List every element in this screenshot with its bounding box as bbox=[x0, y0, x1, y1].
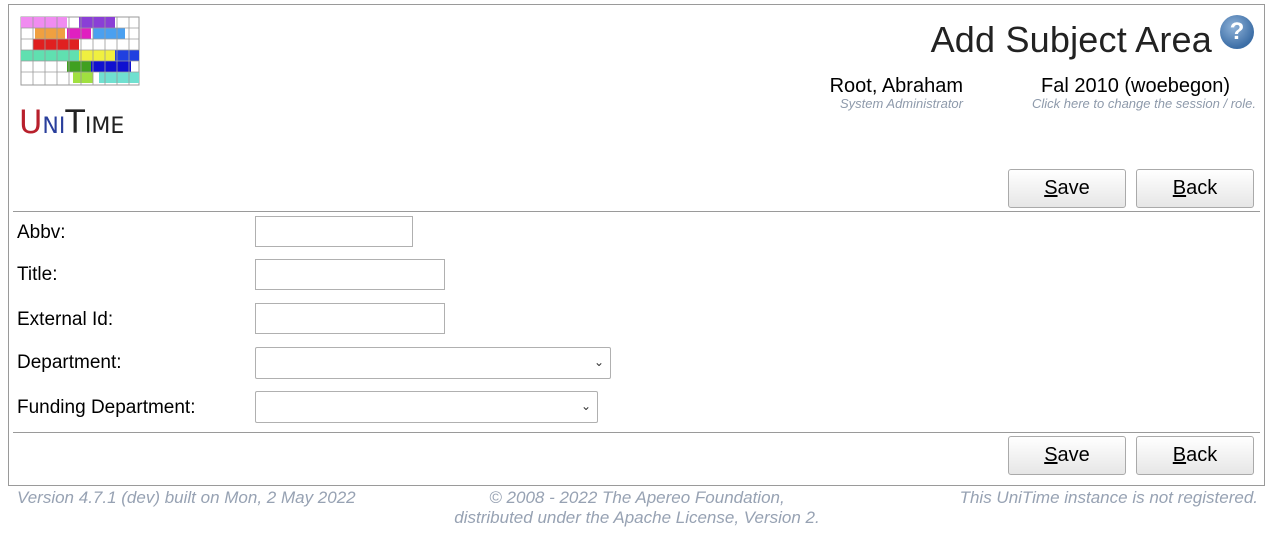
external-id-label: External Id: bbox=[17, 309, 114, 330]
logo-letters-ime: IME bbox=[84, 114, 125, 139]
back-label-rest: ack bbox=[1186, 444, 1218, 466]
user-name: Root, Abraham bbox=[829, 75, 963, 97]
user-block: Root, Abraham System Administrator bbox=[830, 75, 963, 111]
save-button-top[interactable]: Save bbox=[1008, 169, 1126, 208]
page-title: Add Subject Area bbox=[930, 19, 1212, 60]
logo-wordmark: UNITIME bbox=[19, 103, 149, 141]
back-label-mnemonic: B bbox=[1172, 444, 1187, 466]
save-button-bottom[interactable]: Save bbox=[1008, 436, 1126, 475]
logo-timetable-grid-icon bbox=[20, 16, 140, 86]
abbv-input[interactable] bbox=[255, 216, 413, 247]
logo-letter-u: U bbox=[19, 103, 43, 141]
department-label: Department: bbox=[17, 352, 122, 373]
back-button-top[interactable]: Back bbox=[1136, 169, 1254, 208]
divider-top bbox=[13, 211, 1260, 212]
title-input[interactable] bbox=[255, 259, 445, 290]
footer-version: Version 4.7.1 (dev) built on Mon, 2 May … bbox=[17, 488, 356, 507]
save-label-rest: ave bbox=[1057, 444, 1090, 466]
funding-department-label: Funding Department: bbox=[17, 397, 196, 418]
question-mark-icon[interactable]: ? bbox=[1220, 15, 1254, 49]
abbv-label: Abbv: bbox=[17, 222, 66, 243]
logo-letters-ni: NI bbox=[42, 114, 66, 139]
main-frame: UNITIME Add Subject Area ? Root, Abraham… bbox=[8, 4, 1265, 486]
footer-copyright-line1: © 2008 - 2022 The Apereo Foundation, bbox=[489, 488, 785, 507]
chevron-down-icon: ⌄ bbox=[580, 399, 591, 413]
session-name[interactable]: Fal 2010 (woebegon) bbox=[1040, 75, 1230, 97]
back-label-rest: ack bbox=[1186, 177, 1218, 199]
funding-department-select[interactable]: ⌄ bbox=[255, 391, 598, 423]
footer-copyright-line2: distributed under the Apache License, Ve… bbox=[454, 508, 820, 527]
title-label: Title: bbox=[17, 264, 58, 285]
save-label-rest: ave bbox=[1057, 177, 1090, 199]
unitime-logo: UNITIME bbox=[19, 15, 144, 141]
save-label-mnemonic: S bbox=[1044, 177, 1058, 199]
user-role: System Administrator bbox=[839, 96, 963, 111]
save-label-mnemonic: S bbox=[1044, 444, 1058, 466]
back-label-mnemonic: B bbox=[1172, 177, 1187, 199]
external-id-input[interactable] bbox=[255, 303, 445, 334]
chevron-down-icon: ⌄ bbox=[593, 355, 604, 369]
session-block[interactable]: Fal 2010 (woebegon) Click here to change… bbox=[1032, 75, 1256, 111]
logo-letter-t: T bbox=[65, 103, 85, 141]
back-button-bottom[interactable]: Back bbox=[1136, 436, 1254, 475]
divider-bottom bbox=[13, 432, 1260, 433]
department-select[interactable]: ⌄ bbox=[255, 347, 611, 379]
session-hint[interactable]: Click here to change the session / role. bbox=[1031, 96, 1256, 111]
footer-copyright: © 2008 - 2022 The Apereo Foundation, dis… bbox=[0, 488, 1274, 528]
footer-registration[interactable]: This UniTime instance is not registered. bbox=[959, 488, 1258, 507]
